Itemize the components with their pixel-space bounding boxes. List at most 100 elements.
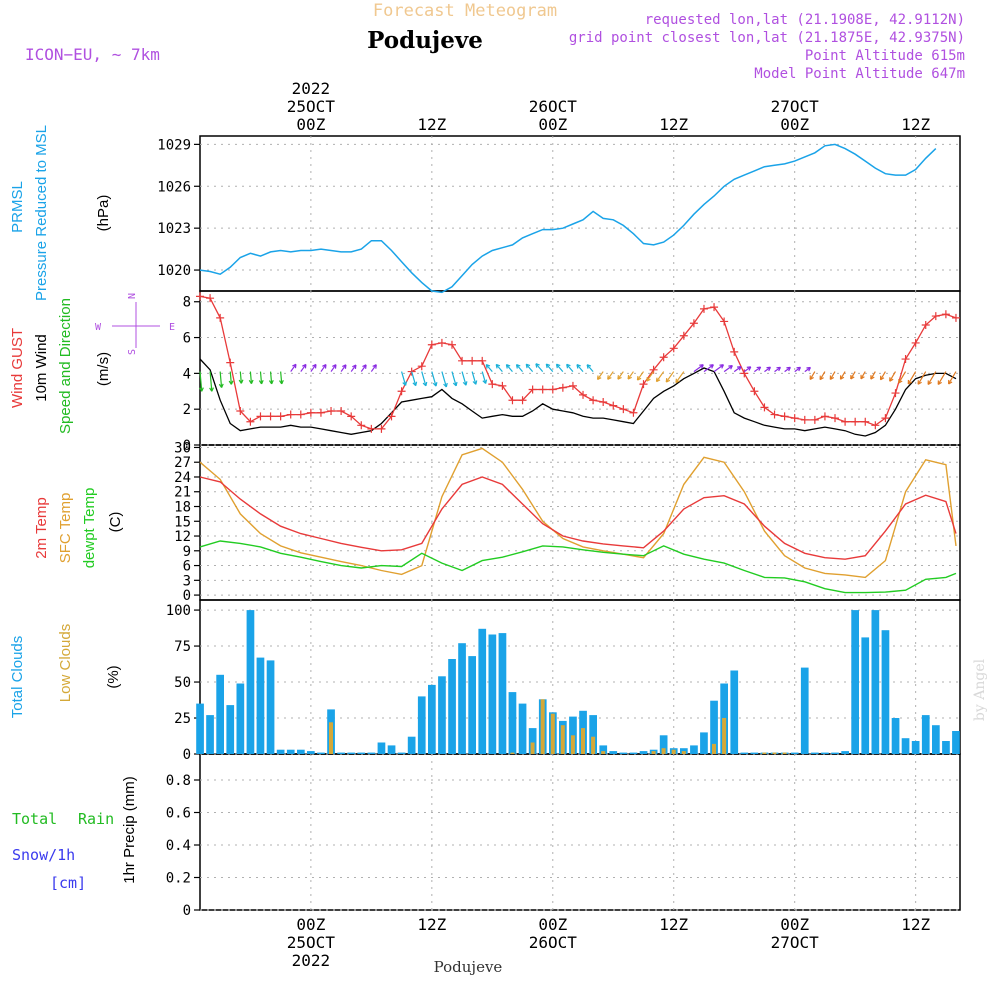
wind-direction-arrowhead — [443, 382, 448, 388]
y-tick-label: 30 — [174, 440, 191, 456]
gust-marker — [861, 417, 870, 426]
y-tick-label: 1023 — [157, 221, 191, 237]
clouds-unit: (%) — [105, 665, 122, 688]
wind-direction-arrow — [809, 371, 816, 380]
time-axis-label-top: 12Z — [901, 115, 930, 134]
gust-marker — [226, 358, 235, 367]
time-axis-label-top: 25OCT — [287, 97, 336, 116]
wind-direction-arrow — [259, 371, 263, 384]
wind-direction-arrowhead — [819, 375, 824, 381]
gust-marker — [710, 303, 719, 312]
total-cloud-bar — [508, 692, 517, 754]
gust-marker — [941, 310, 950, 319]
meteogram-title: Forecast Meteogram — [373, 1, 557, 21]
time-axis-label-bottom: 12Z — [417, 915, 446, 934]
gust-marker — [206, 294, 215, 303]
wind-direction-arrow — [535, 363, 544, 372]
y-tick-label: 8 — [183, 295, 191, 311]
wind-direction-arrow — [495, 364, 503, 372]
wind-direction-arrow — [481, 371, 487, 384]
total-cloud-bar — [619, 752, 628, 754]
location-title: Podujeve — [367, 27, 483, 54]
wind-direction-arrow — [350, 364, 357, 372]
wind-direction-arrowhead — [898, 378, 903, 384]
low-cloud-bar — [540, 699, 545, 754]
gust-marker — [780, 412, 789, 421]
wind-direction-arrowhead — [258, 379, 264, 385]
gust-marker — [579, 390, 588, 399]
low-cloud-bar — [550, 713, 555, 754]
wind-direction-arrowhead — [218, 383, 224, 388]
total-cloud-bar — [407, 736, 416, 754]
wind-direction-arrowhead — [342, 364, 347, 369]
wind-direction-arrow — [819, 371, 826, 380]
wind-direction-arrowhead — [879, 375, 885, 381]
total-cloud-bar — [730, 670, 739, 754]
wind-10m-line — [199, 358, 957, 437]
precip-unit: 1hr Precip (mm) — [121, 776, 138, 884]
total-cloud-bar — [307, 751, 315, 754]
gust-marker — [699, 304, 708, 313]
time-axis-label-bottom: 27OCT — [771, 933, 820, 952]
gust-marker — [800, 415, 809, 424]
total-cloud-bar — [639, 751, 648, 754]
wind-direction-arrowhead — [665, 378, 671, 383]
gust-marker — [377, 424, 386, 433]
y-tick-label: 9 — [183, 544, 191, 560]
compass-south: S — [127, 349, 138, 355]
total-cloud-bar — [246, 610, 255, 754]
wind-direction-arrow — [839, 371, 846, 380]
sfc-temp-line — [199, 447, 957, 579]
wind-direction-arrowhead — [776, 366, 781, 372]
gust-marker — [316, 408, 325, 417]
total-cloud-bar — [921, 715, 930, 754]
low-cloud-bar — [560, 725, 565, 754]
wind-direction-arrow — [703, 364, 714, 373]
low-cloud-bar — [591, 736, 596, 754]
pressure-panel — [199, 135, 961, 292]
footer-location: Podujeve — [434, 958, 503, 976]
gust-marker — [901, 355, 910, 364]
y-tick-label: 25 — [174, 711, 191, 727]
time-axis-label-bottom: 25OCT — [287, 933, 336, 952]
y-tick-label: 4 — [183, 366, 191, 382]
gust-marker — [256, 412, 265, 421]
total-cloud-bar — [236, 683, 245, 754]
total-cloud-bar — [266, 660, 275, 754]
gust-marker — [629, 408, 638, 417]
wind-direction-arrowhead — [829, 375, 835, 380]
gust-marker — [286, 410, 295, 419]
low-cloud-bar — [661, 748, 666, 754]
total-cloud-bar — [629, 752, 638, 754]
low-cloud-bar — [712, 743, 716, 754]
wind-direction-arrow — [421, 371, 427, 387]
point-altitude: Point Altitude 615m — [805, 48, 965, 64]
total-cloud-bar — [297, 749, 305, 754]
wind-direction-arrowhead — [766, 366, 771, 372]
gust-marker — [639, 380, 648, 389]
wind-direction-arrowhead — [268, 379, 274, 385]
wind-direction-arrow — [461, 371, 467, 386]
gust-marker — [246, 417, 255, 426]
gust-marker — [760, 403, 769, 412]
time-axis-label-top: 2022 — [292, 79, 331, 98]
y-tick-label: 12 — [174, 529, 191, 545]
gust-marker — [407, 367, 416, 376]
low-cloud-bar — [581, 728, 585, 754]
y-tick-label: 50 — [174, 675, 191, 691]
gust-marker — [679, 331, 688, 340]
total-cloud-bar — [216, 674, 224, 754]
gust-marker — [488, 380, 497, 389]
wind-direction-arrow — [733, 366, 742, 373]
wind-direction-arrow — [829, 371, 836, 380]
pressure-line — [199, 143, 937, 294]
wind-direction-arrow — [505, 364, 513, 372]
model-altitude: Model Point Altitude 647m — [754, 66, 965, 82]
time-axis-label-bottom: 2022 — [292, 951, 331, 970]
temp-dewpt-label: dewpt Temp — [81, 488, 98, 569]
wind-direction-arrow — [860, 371, 866, 380]
precip-rain-label: Rain — [78, 810, 114, 828]
total-cloud-bar — [206, 715, 214, 754]
precip-cm-label: [cm] — [50, 874, 86, 892]
y-tick-label: 0 — [183, 438, 191, 454]
